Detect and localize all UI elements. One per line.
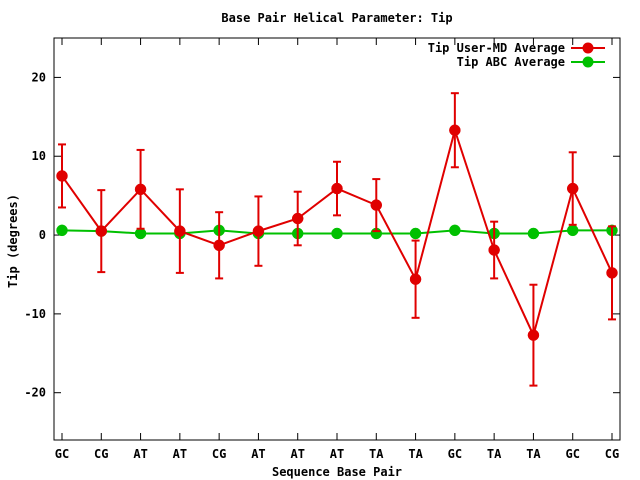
x-tick-label-2: AT [133,447,147,461]
series-0-point-0 [56,170,68,182]
series-0-point-7 [331,182,343,195]
series-0-point-5 [252,225,265,237]
x-tick-label-8: TA [369,447,384,461]
series-1-point-10 [449,224,461,237]
x-tick-label-0: GC [55,447,69,461]
series-0-point-14 [606,267,618,279]
y-tick-label-2: 0 [39,228,46,242]
series-0-point-8 [370,199,383,211]
series-0-point-3 [174,225,186,237]
x-tick-label-11: TA [487,447,502,461]
x-tick-label-9: TA [408,447,423,461]
series-0-point-4 [213,239,225,252]
x-tick-label-13: GC [565,447,579,461]
series-1-point-13 [566,224,579,237]
y-tick-label-1: -10 [24,307,46,321]
x-tick-label-10: GC [448,447,462,461]
x-tick-label-6: AT [290,447,304,461]
x-tick-label-7: AT [330,447,344,461]
legend-marker-0 [582,42,594,54]
plot-area: -20 -10 0 10 20 GC CG AT AT CG AT AT AT TA TA GC TA TA GC C… [24,37,621,461]
y-axis-label: Tip (degrees) [6,194,20,288]
y-tick-label-3: 10 [32,149,46,163]
series-0-point-9 [409,273,422,285]
chart-title: Base Pair Helical Parameter: Tip [221,11,452,25]
x-tick-label-14: CG [605,447,619,461]
series-1-point-7 [331,227,343,240]
series-1-point-0 [56,224,68,237]
x-tick-label-5: AT [251,447,265,461]
series-0-point-1 [95,225,108,237]
x-axis-label: Sequence Base Pair [272,465,402,479]
x-tick-label-1: CG [94,447,108,461]
series-1-point-12 [527,227,540,240]
legend-label-1: Tip ABC Average [457,55,565,69]
x-tick-label-3: AT [173,447,187,461]
series-0-point-10 [449,124,461,136]
y-tick-label-4: 20 [32,70,46,84]
series-0-point-11 [488,244,500,256]
x-tick-label-4: CG [212,447,226,461]
legend-label-0: Tip User-MD Average [428,41,565,55]
series-0-point-13 [566,182,579,195]
series-0-point-2 [134,183,147,196]
series-0-point-12 [527,329,540,341]
legend-marker-1 [582,56,594,68]
series-0-point-6 [291,212,304,225]
series-1-point-9 [409,227,422,240]
y-tick-label-0: -20 [24,386,46,400]
x-tick-label-12: TA [526,447,541,461]
